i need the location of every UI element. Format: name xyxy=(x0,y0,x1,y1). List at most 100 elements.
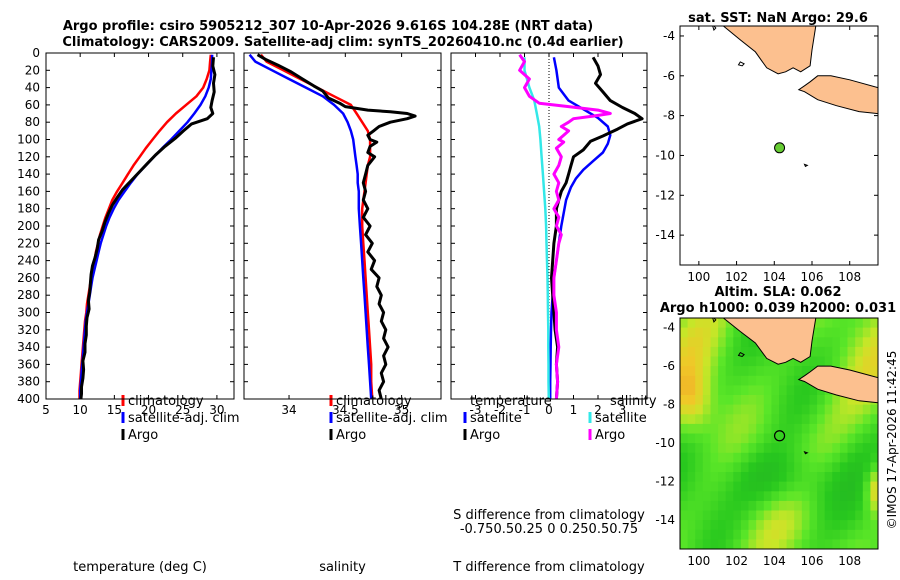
salinity-axes-background xyxy=(244,53,441,399)
sla-cell xyxy=(763,433,772,444)
figure-title-line1: Argo profile: csiro 5905212_307 10-Apr-2… xyxy=(63,19,593,34)
sla-cell xyxy=(702,443,711,454)
sla-cell xyxy=(779,539,788,549)
sla-cell xyxy=(718,346,727,357)
sla-cell xyxy=(733,404,742,415)
sla-cell xyxy=(771,500,780,511)
sla-cell xyxy=(809,539,818,549)
sla-cell xyxy=(870,414,878,425)
sla-cell xyxy=(740,462,749,473)
sla-cell xyxy=(740,491,749,502)
sla-cell xyxy=(748,433,757,444)
sla-cell xyxy=(725,366,734,377)
sla-cell xyxy=(855,510,864,521)
sla-cell xyxy=(680,366,689,377)
sla-cell xyxy=(771,375,780,386)
depth-tick-label: 260 xyxy=(17,271,40,285)
sla-cell xyxy=(740,433,749,444)
sla-cell xyxy=(832,481,841,492)
sla-cell xyxy=(794,491,803,502)
sst-map-frame xyxy=(679,25,879,266)
sla-cell xyxy=(763,443,772,454)
salinity-diff-legend-label: satellite xyxy=(595,411,647,426)
sla-cell xyxy=(786,375,795,386)
sla-cell xyxy=(817,346,826,357)
temperature-legend-label: Argo xyxy=(128,428,158,443)
sla-cell xyxy=(832,327,841,338)
sla-cell xyxy=(763,539,772,549)
sla-cell xyxy=(748,520,757,531)
sla-cell xyxy=(855,404,864,415)
sla-cell xyxy=(855,500,864,511)
sla-cell xyxy=(786,356,795,367)
sla-cell xyxy=(680,346,689,357)
temperature-xtick-label: 5 xyxy=(42,403,50,417)
sla-cell xyxy=(870,346,878,357)
sla-cell xyxy=(847,395,856,406)
sla-cell xyxy=(832,520,841,531)
sla-cell xyxy=(870,443,878,454)
sla-cell xyxy=(710,500,719,511)
sla-cell xyxy=(847,500,856,511)
sla-cell xyxy=(748,481,757,492)
sla-cell xyxy=(847,491,856,502)
sla-cell xyxy=(794,452,803,463)
sla-cell xyxy=(725,500,734,511)
sla-cell xyxy=(809,433,818,444)
sla-cell xyxy=(687,510,696,521)
sla-map-panel: 100 102 104 106 108 -4 -6 -8 -10 -12 -14 xyxy=(655,317,879,568)
sla-cell xyxy=(763,491,772,502)
sla-cell xyxy=(786,510,795,521)
sla-cell xyxy=(756,404,765,415)
copyright-text: ©IMOS 17-Apr-2026 11:42:45 xyxy=(885,351,899,530)
sla-cell xyxy=(733,423,742,434)
sla-cell xyxy=(862,462,871,473)
sla-cell xyxy=(824,539,833,549)
sla-cell xyxy=(718,385,727,396)
depth-tick-label: 140 xyxy=(17,167,40,181)
sla-cell xyxy=(718,318,727,329)
sla-cell xyxy=(794,395,803,406)
sla-cell xyxy=(801,452,810,463)
sla-cell xyxy=(862,366,871,377)
sla-cell xyxy=(733,472,742,483)
sla-cell xyxy=(725,414,734,425)
sla-cell xyxy=(710,366,719,377)
sla-map-lat-label: -12 xyxy=(655,475,675,489)
sla-cell xyxy=(718,520,727,531)
difference-xtick-label: -3 xyxy=(470,403,482,417)
sla-cell xyxy=(710,375,719,386)
sla-cell xyxy=(809,346,818,357)
sla-cell xyxy=(687,375,696,386)
sla-cell xyxy=(771,404,780,415)
depth-tick-label: 60 xyxy=(25,98,40,112)
sla-cell xyxy=(771,472,780,483)
sla-cell xyxy=(687,452,696,463)
sla-cell xyxy=(748,385,757,396)
difference-xtick-label: 3 xyxy=(619,403,627,417)
sla-cell xyxy=(855,481,864,492)
sla-cell xyxy=(786,452,795,463)
sla-cell xyxy=(847,414,856,425)
sla-cell xyxy=(687,443,696,454)
sla-cell xyxy=(786,423,795,434)
sla-cell xyxy=(680,356,689,367)
sla-cell xyxy=(786,433,795,444)
sla-cell xyxy=(862,356,871,367)
sla-cell xyxy=(870,500,878,511)
sla-cell xyxy=(725,491,734,502)
sla-cell xyxy=(809,404,818,415)
sst-map-title: sat. SST: NaN Argo: 29.6 xyxy=(688,11,868,26)
sla-cell xyxy=(710,481,719,492)
sla-cell xyxy=(718,414,727,425)
sla-cell xyxy=(817,433,826,444)
sla-cell xyxy=(862,472,871,483)
sla-cell xyxy=(687,404,696,415)
sumatra-landmass xyxy=(680,26,817,75)
island-outline xyxy=(737,61,745,67)
sla-cell xyxy=(832,500,841,511)
sla-cell xyxy=(756,481,765,492)
salinity-diff-legend-label: Argo xyxy=(595,428,625,443)
sla-cell xyxy=(756,395,765,406)
sla-cell xyxy=(801,404,810,415)
